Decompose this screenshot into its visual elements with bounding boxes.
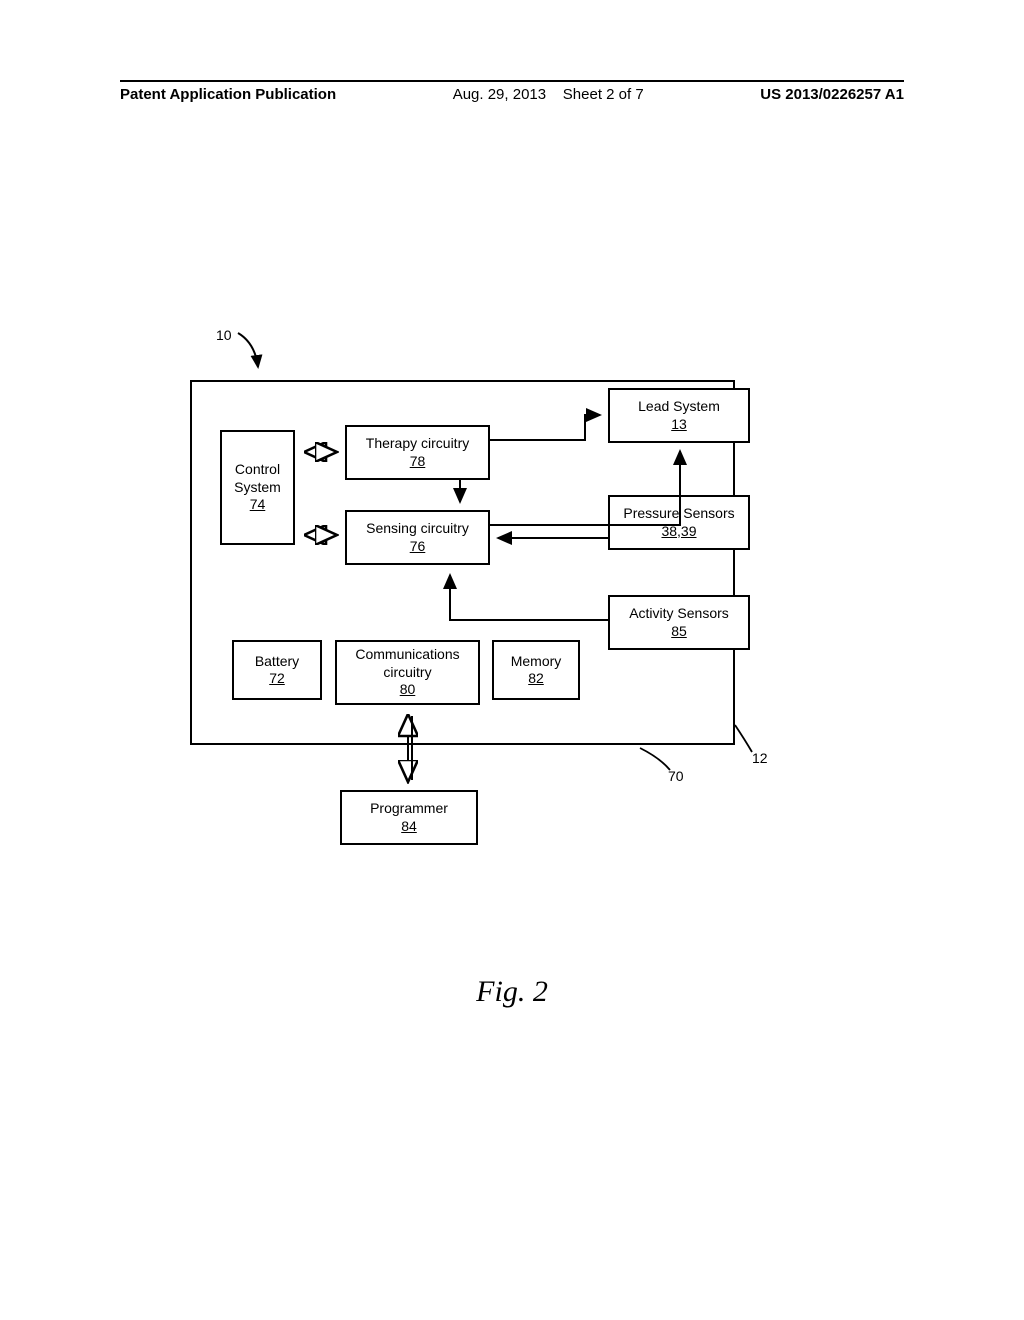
header-center: Aug. 29, 2013 Sheet 2 of 7: [453, 86, 644, 103]
leader-12: 12: [752, 750, 768, 766]
leader-70: 70: [668, 768, 684, 784]
header-sheet: Sheet 2 of 7: [563, 86, 644, 103]
block-num: 84: [401, 818, 417, 836]
block-diagram: Control System74Therapy circuitry78Sensi…: [190, 380, 780, 810]
connectors: [190, 380, 780, 810]
figure-caption: Fig. 2: [0, 975, 1024, 1009]
header-right: US 2013/0226257 A1: [760, 86, 904, 103]
ref-arrow-10: [225, 325, 285, 380]
header-left: Patent Application Publication: [120, 86, 336, 103]
header-date: Aug. 29, 2013: [453, 86, 546, 103]
page-header: Patent Application Publication Aug. 29, …: [120, 80, 904, 103]
